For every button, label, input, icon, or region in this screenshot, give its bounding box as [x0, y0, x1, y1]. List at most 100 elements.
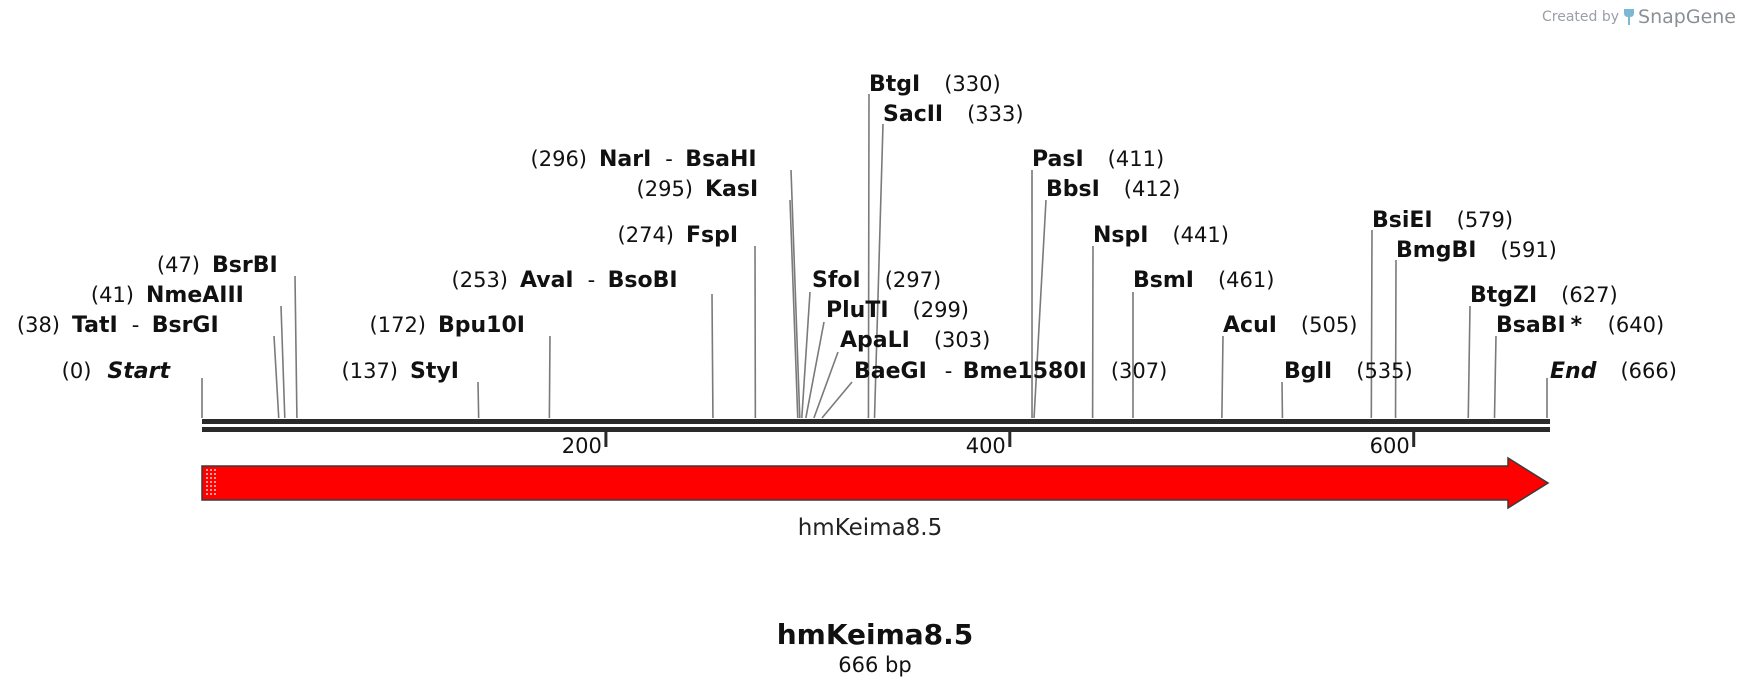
site-leader-acui [1221, 335, 1224, 419]
site-position: (411) [1108, 147, 1164, 171]
site-name: PasI [1032, 147, 1084, 172]
site-name: NmeAIII [146, 283, 244, 308]
site-sfoi[interactable]: SfoI (297) [812, 268, 941, 293]
site-leader-avai [711, 293, 714, 419]
site-leader-pluti [805, 321, 825, 419]
site-apali[interactable]: ApaLI (303) [840, 328, 990, 353]
site-position: (535) [1356, 359, 1412, 383]
site-labels: Start(0)TatI(38) - BsrGINmeAIII(41)BsrBI(4… [17, 72, 1677, 384]
site-name: SfoI [812, 268, 861, 293]
site-name: StyI [410, 359, 459, 384]
site-name: BsmI [1133, 268, 1194, 293]
ruler-tick-label: 400 [966, 434, 1006, 458]
site-nari[interactable]: NarI (296) - BsaHI [531, 147, 757, 172]
site-leader-nmeaiii [280, 305, 286, 419]
site-nspi[interactable]: NspI (441) [1093, 223, 1229, 248]
site-partner-name: Bme1580I [963, 359, 1087, 384]
sequence-title: hmKeima8.5 [777, 618, 974, 651]
snapgene-credit: Created by SnapGene [1542, 6, 1736, 28]
site-name: SacII [883, 102, 943, 127]
site-acui[interactable]: AcuI (505) [1223, 313, 1357, 338]
site-name: AcuI [1223, 313, 1277, 338]
site-suffix: * [1571, 313, 1583, 338]
site-btgzi[interactable]: BtgZI (627) [1470, 283, 1618, 308]
site-leader-bpu10i [548, 335, 551, 419]
site-name: BmgBI [1396, 238, 1476, 263]
site-position: (0) [62, 359, 92, 383]
site-position: (253) [452, 268, 508, 292]
site-bsmi[interactable]: BsmI (461) [1133, 268, 1274, 293]
site-name: Bpu10I [438, 313, 525, 338]
site-position: (441) [1172, 223, 1228, 247]
site-position: (296) [531, 147, 587, 171]
site-name: End [1550, 359, 1597, 384]
site-dash: - [945, 359, 953, 383]
site-leader-nari [790, 169, 801, 419]
site-position: (412) [1124, 177, 1180, 201]
site-position: (274) [618, 223, 674, 247]
site-btgi[interactable]: BtgI (330) [869, 72, 1001, 97]
feature-hmkeima85[interactable]: hmKeima8.5 [201, 456, 1550, 541]
site-position: (303) [934, 328, 990, 352]
snapgene-logo-icon [1624, 9, 1635, 25]
site-bbsi[interactable]: BbsI (412) [1046, 177, 1180, 202]
site-bsrbi[interactable]: BsrBI (47) [157, 253, 278, 278]
site-name: NarI [599, 147, 651, 172]
site-position: (299) [913, 298, 969, 322]
site-name: ApaLI [840, 328, 910, 353]
site-pasi[interactable]: PasI (411) [1032, 147, 1164, 172]
site-kasi[interactable]: KasI (295) [637, 177, 759, 202]
site-dash: - [665, 147, 673, 171]
site-bgli[interactable]: BglI (535) [1284, 359, 1413, 384]
site-name: BbsI [1046, 177, 1100, 202]
site-partner-name: BsrGI [152, 313, 219, 338]
site-tati[interactable]: TatI (38) - BsrGI [17, 313, 219, 338]
site-leader-sfoi [800, 291, 811, 419]
site-leader-bsrbi [294, 275, 298, 419]
site-nmeaiii[interactable]: NmeAIII (41) [91, 283, 244, 308]
site-name: BsrBI [212, 253, 278, 278]
site-position: (330) [944, 72, 1000, 96]
site-bsabi[interactable]: BsaBI * (640) [1496, 313, 1664, 338]
site-position: (640) [1608, 313, 1664, 337]
site-sacii[interactable]: SacII (333) [883, 102, 1024, 127]
site-pluti[interactable]: PluTI (299) [826, 298, 969, 323]
ruler-tick-label: 200 [562, 434, 602, 458]
site-avai[interactable]: AvaI (253) - BsoBI [452, 268, 678, 293]
site-leader-apali [813, 351, 839, 419]
site-name: BglI [1284, 359, 1332, 384]
site-styi[interactable]: StyI (137) [342, 359, 459, 384]
site-leader-bsabi [1493, 335, 1497, 419]
ruler-tick [1008, 432, 1012, 447]
site-leader-bsiei [1370, 229, 1373, 419]
site-leader-kasi [789, 199, 799, 419]
site-name: TatI [72, 313, 118, 338]
site-position: (297) [885, 268, 941, 292]
ruler-tick-label: 600 [1370, 434, 1410, 458]
site-leader-btgi [867, 93, 870, 419]
site-bpu10i[interactable]: Bpu10I (172) [370, 313, 525, 338]
feature-label: hmKeima8.5 [798, 515, 943, 541]
site-dash: - [132, 313, 140, 337]
site-leader-bbsi [1033, 199, 1047, 419]
site-bsiei[interactable]: BsiEI (579) [1372, 208, 1513, 233]
site-partner-name: BsaHI [685, 147, 756, 172]
site-leader-sacii [873, 123, 884, 419]
site-leader-tati [273, 335, 280, 419]
site-position: (333) [967, 102, 1023, 126]
site-fspi[interactable]: FspI (274) [618, 223, 739, 248]
ruler-tick [604, 432, 608, 447]
site-leader-btgzi [1467, 305, 1471, 419]
site-bmgbi[interactable]: BmgBI (591) [1396, 238, 1557, 263]
site-position: (38) [17, 313, 60, 337]
site-position: (47) [157, 253, 200, 277]
site-position: (41) [91, 283, 134, 307]
site-start[interactable]: Start (0) [62, 359, 172, 384]
site-position: (591) [1500, 238, 1556, 262]
site-name: NspI [1093, 223, 1148, 248]
site-name: KasI [705, 177, 758, 202]
site-position: (295) [637, 177, 693, 201]
site-baegi[interactable]: BaeGI - Bme1580I (307) [854, 359, 1167, 384]
site-end[interactable]: End (666) [1550, 359, 1677, 384]
